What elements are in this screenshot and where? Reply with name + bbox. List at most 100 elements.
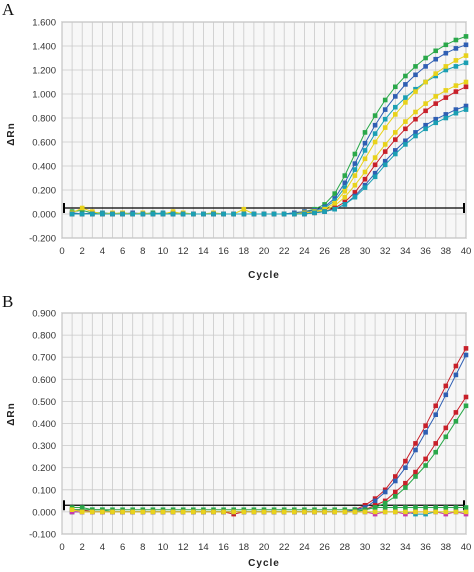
panel-b-series-1-marker <box>443 392 449 398</box>
panel-b-x-tick-label: 6 <box>120 542 125 553</box>
panel-a-series-3-marker <box>170 209 176 214</box>
panel-a-series-0-marker <box>463 34 469 39</box>
panel-a-series-7-marker <box>120 211 125 217</box>
panel-a-series-2-marker <box>382 116 388 122</box>
panel-b-series-2-marker <box>403 480 408 486</box>
panel-b-series-3-marker <box>463 403 469 409</box>
panel-b-series-7-marker <box>372 509 378 515</box>
panel-a-series-7-marker <box>322 209 327 214</box>
panel-a-letter: A <box>2 0 15 19</box>
panel-a-series-2-marker <box>332 198 337 204</box>
panel-a-series-7-marker <box>292 211 297 217</box>
panel-b-series-0-marker <box>453 363 459 369</box>
panel-a-series-6-marker <box>433 116 438 122</box>
panel-b-series-1-marker <box>393 478 398 484</box>
panel-b-series-3-marker <box>393 494 398 499</box>
panel-a-series-7-marker <box>69 211 75 217</box>
panel-b-series-7-marker <box>322 509 327 515</box>
panel-a-x-tick-label: 18 <box>239 246 250 257</box>
panel-b-y-tick-label: 0.000 <box>32 507 56 518</box>
panel-b-x-tick-label: 32 <box>380 542 391 553</box>
panel-a-series-6-marker <box>403 138 408 144</box>
panel-b-series-3-marker <box>443 434 449 440</box>
panel-a-series-4-marker <box>463 79 469 85</box>
panel-b-x-tick-label: 10 <box>158 542 169 553</box>
panel-b-x-tick-label: 40 <box>461 542 472 553</box>
panel-a-series-2-marker <box>342 185 348 190</box>
panel-a-y-tick-label: 0.000 <box>32 210 56 221</box>
panel-a-x-tick-label: 0 <box>59 246 64 257</box>
panel-b-series-3-marker <box>453 419 459 424</box>
panel-a-series-6-marker <box>423 122 428 128</box>
panel-a-series-6-marker <box>382 158 388 164</box>
panel-b-series-7-marker <box>191 509 196 515</box>
panel-a-y-tick-label: 1.600 <box>32 18 56 29</box>
panel-a-series-7-marker <box>352 194 358 200</box>
panel-b-series-7-marker <box>201 509 206 515</box>
panel-b-series-4-marker <box>413 505 418 510</box>
panel-a-series-7-marker <box>433 120 438 126</box>
panel-a-y-axis-title: ΔRn <box>6 122 17 146</box>
panel-a-series-5-marker <box>403 126 408 132</box>
panel-b-series-0-marker <box>403 458 408 464</box>
panel-b-x-tick-label: 2 <box>80 542 85 553</box>
panel-b-series-0-marker <box>463 346 469 351</box>
panel-a-series-6-marker <box>413 130 418 135</box>
panel-b-series-4-marker <box>453 505 459 510</box>
panel-b-series-7-marker <box>241 509 247 515</box>
panel-a-series-4-marker <box>423 101 428 106</box>
panel-b-series-0-marker <box>372 496 378 501</box>
panel-b-series-7-marker <box>170 509 176 515</box>
panel-b-y-tick-label: 0.200 <box>32 463 56 474</box>
panel-a-series-3-marker <box>362 156 368 162</box>
panel-a-series-2-marker <box>352 167 358 172</box>
panel-a-series-5-marker <box>463 84 469 90</box>
panel-b-series-4-marker <box>443 505 449 510</box>
panel-b-series-4-marker <box>403 505 408 510</box>
panel-b-series-7-marker <box>362 509 368 515</box>
panel-a-y-tick-label: 0.400 <box>32 162 56 173</box>
panel-b-series-7-marker <box>413 509 418 515</box>
panel-a-series-5-marker <box>443 95 449 100</box>
panel-a-series-3-marker <box>352 173 358 178</box>
panel-a-series-7-marker <box>90 211 95 217</box>
panel-b-series-7-marker <box>261 509 267 515</box>
panel-a-series-2-marker <box>413 86 418 92</box>
panel-b-series-7-marker <box>231 509 236 515</box>
panel-a-series-4-marker <box>403 119 408 124</box>
panel-b-series-4-line <box>72 507 466 511</box>
panel-a-y-tick-label: 1.000 <box>32 90 56 101</box>
panel-a-series-0-marker <box>342 173 348 178</box>
panel-b-series-7-marker <box>423 509 428 515</box>
panel-a-y-tick-label: 1.400 <box>32 42 56 53</box>
panel-b-x-tick-label: 4 <box>100 542 105 553</box>
panel-a-series-6-marker <box>393 148 398 153</box>
panel-b-series-7-marker <box>79 509 85 515</box>
panel-a-x-tick-label: 4 <box>100 246 105 257</box>
panel-b-x-axis-title: Cycle <box>248 558 280 569</box>
panel-a-y-tick-label: 1.200 <box>32 66 56 77</box>
panel-a-series-7-marker <box>362 185 368 190</box>
panel-b-series-7-marker <box>100 509 105 515</box>
panel-a-x-tick-label: 12 <box>178 246 189 257</box>
panel-a-series-5-marker <box>352 190 358 195</box>
panel-b-series-2-marker <box>433 441 438 446</box>
panel-a-series-7-marker <box>443 115 449 121</box>
panel-b-series-0-marker <box>413 441 418 446</box>
panel-b-series-1-marker <box>453 372 459 378</box>
panel-b-series-0-marker <box>423 423 428 428</box>
panel-a-series-7-marker <box>261 211 267 217</box>
panel-b-series-7-marker <box>281 509 287 515</box>
panel-b-y-tick-label: 0.600 <box>32 375 56 386</box>
panel-a-series-3-marker <box>403 100 408 105</box>
panel-a-series-3-marker <box>382 125 388 130</box>
panel-a-series-3-marker <box>241 206 247 212</box>
panel-b-x-tick-label: 16 <box>218 542 229 553</box>
panel-a-series-3-marker <box>443 64 449 69</box>
panel-b-series-1-marker <box>382 489 388 495</box>
panel-b-x-tick-label: 22 <box>279 542 290 553</box>
panel-b-series-1-marker <box>423 430 428 435</box>
panel-a-series-3-marker <box>413 89 418 94</box>
panel-b-series-7-marker <box>312 509 317 515</box>
panel-b-series-7-marker <box>403 509 408 515</box>
